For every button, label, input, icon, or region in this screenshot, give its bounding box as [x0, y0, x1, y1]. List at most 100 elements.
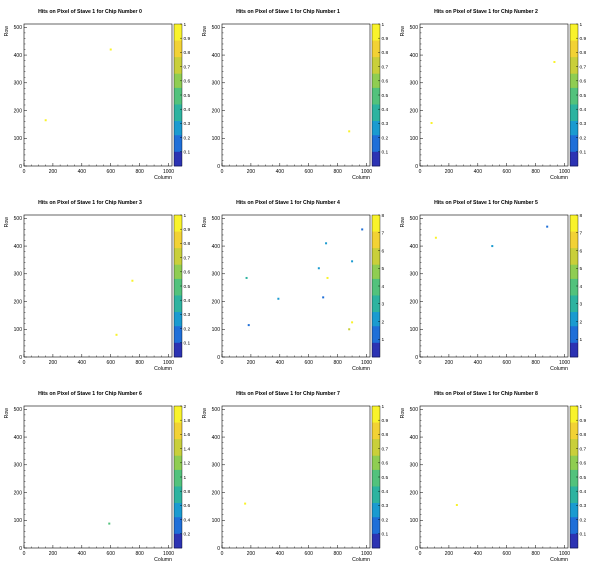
- x-tick-label: 200: [49, 551, 58, 557]
- colorbar-tick-label: 0.4: [184, 517, 191, 523]
- colorbar-segment: [372, 517, 380, 520]
- colorbar-segment: [570, 328, 578, 332]
- colorbar-segment: [570, 52, 578, 56]
- colorbar-segment: [570, 135, 578, 138]
- colorbar-segment: [174, 224, 182, 228]
- colorbar-segment: [570, 45, 578, 49]
- colorbar-segment: [372, 245, 380, 249]
- x-tick-label: 200: [49, 169, 58, 175]
- hit-pixel: [115, 333, 118, 336]
- x-tick-label: 200: [445, 169, 454, 175]
- colorbar-segment: [570, 90, 578, 94]
- x-tick-label: 800: [531, 551, 540, 557]
- colorbar-segment: [570, 467, 578, 471]
- colorbar-segment: [174, 42, 182, 46]
- chart-panel-1: Hits on Pixel of Stave 1 for Chip Number…: [202, 9, 389, 181]
- colorbar-segment: [174, 68, 182, 72]
- y-tick-label: 500: [14, 407, 23, 413]
- colorbar-segment: [372, 64, 380, 67]
- x-tick-label: 1000: [163, 551, 174, 557]
- colorbar-segment: [570, 453, 578, 457]
- colorbar-segment: [570, 493, 578, 497]
- colorbar-segment: [174, 97, 182, 101]
- colorbar-segment: [570, 510, 578, 513]
- colorbar-tick-label: 0.5: [184, 93, 191, 99]
- colorbar-segment: [570, 335, 578, 339]
- colorbar-segment: [570, 295, 578, 299]
- colorbar-segment: [570, 408, 578, 412]
- colorbar-segment: [570, 319, 578, 322]
- x-tick-label: 1000: [361, 551, 372, 557]
- colorbar-segment: [174, 238, 182, 242]
- colorbar-segment: [174, 78, 182, 82]
- x-tick-label: 0: [221, 551, 224, 557]
- colorbar-segment: [570, 498, 578, 502]
- colorbar-segment: [372, 222, 380, 225]
- colorbar-segment: [372, 252, 380, 256]
- colorbar-segment: [570, 151, 578, 155]
- colorbar-segment: [174, 477, 182, 480]
- colorbar-segment: [174, 163, 182, 167]
- colorbar-segment: [174, 309, 182, 313]
- y-tick-label: 300: [14, 463, 23, 469]
- colorbar-tick-label: 0.7: [382, 446, 389, 452]
- hit-pixel: [553, 60, 556, 63]
- colorbar-segment: [372, 47, 380, 51]
- colorbar-segment: [372, 307, 380, 311]
- colorbar-segment: [372, 257, 380, 261]
- colorbar-segment: [570, 514, 578, 518]
- colorbar-segment: [372, 290, 380, 294]
- hit-pixel: [361, 228, 364, 231]
- colorbar-tick-label: 0.5: [580, 475, 587, 481]
- colorbar-segment: [174, 31, 182, 34]
- y-axis-label: Row: [4, 217, 10, 228]
- colorbar-segment: [570, 271, 578, 275]
- x-tick-label: 0: [419, 169, 422, 175]
- colorbar-segment: [174, 57, 182, 60]
- colorbar-segment: [174, 514, 182, 518]
- colorbar-segment: [174, 118, 182, 122]
- colorbar-segment: [570, 427, 578, 431]
- colorbar-segment: [570, 137, 578, 141]
- colorbar-segment: [174, 33, 182, 37]
- colorbar-segment: [372, 274, 380, 277]
- colorbar-segment: [372, 121, 380, 124]
- colorbar-segment: [174, 333, 182, 337]
- colorbar-segment: [372, 486, 380, 490]
- colorbar-segment: [372, 439, 380, 442]
- colorbar-segment: [372, 139, 380, 143]
- colorbar-segment: [174, 61, 182, 65]
- colorbar-segment: [372, 231, 380, 235]
- y-tick-label: 0: [415, 164, 418, 170]
- x-tick-label: 1000: [559, 169, 570, 175]
- colorbar-tick-label: 1: [382, 22, 385, 28]
- hit-pixel: [434, 236, 437, 239]
- colorbar-tick-label: 4: [580, 284, 583, 290]
- x-tick-label: 0: [23, 551, 26, 557]
- colorbar-tick-label: 0.5: [580, 93, 587, 99]
- colorbar-segment: [570, 333, 578, 337]
- colorbar-segment: [174, 519, 182, 523]
- colorbar-segment: [570, 50, 578, 53]
- colorbar-segment: [174, 142, 182, 146]
- colorbar-segment: [174, 427, 182, 431]
- colorbar-segment: [372, 484, 380, 487]
- colorbar-segment: [372, 472, 380, 476]
- colorbar-segment: [174, 250, 182, 254]
- hit-pixel: [351, 260, 354, 263]
- chart-title: Hits on Pixel of Stave 1 for Chip Number…: [236, 9, 340, 15]
- colorbar-segment: [174, 66, 182, 70]
- colorbar-segment: [570, 413, 578, 416]
- colorbar-segment: [570, 347, 578, 351]
- colorbar-segment: [372, 40, 380, 44]
- colorbar-segment: [174, 517, 182, 520]
- colorbar-segment: [372, 142, 380, 146]
- colorbar-segment: [372, 248, 380, 251]
- colorbar-segment: [372, 215, 380, 218]
- colorbar-segment: [372, 236, 380, 240]
- colorbar-segment: [174, 116, 182, 120]
- colorbar-segment: [372, 406, 380, 409]
- y-tick-label: 300: [410, 81, 419, 87]
- colorbar-segment: [570, 85, 578, 89]
- colorbar-segment: [372, 259, 380, 263]
